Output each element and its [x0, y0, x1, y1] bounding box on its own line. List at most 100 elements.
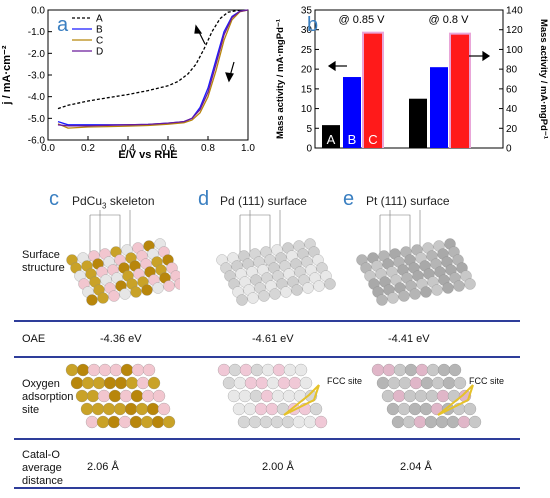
atom: [397, 402, 411, 416]
pt111-adsorption-site: [371, 363, 482, 429]
atom: [381, 389, 395, 403]
y-left-axis-label: Mass activity / mA·mgPd⁻¹: [275, 19, 286, 139]
atom: [292, 415, 306, 429]
atom: [294, 363, 308, 377]
atom: [398, 376, 412, 390]
axis-direction-arrows: [327, 50, 491, 72]
atom: [260, 389, 274, 403]
atom: [76, 363, 90, 377]
atom: [463, 402, 477, 416]
atom: [324, 278, 336, 290]
atom: [457, 415, 471, 429]
atom: [448, 363, 462, 377]
y-tick-label: -5.0: [28, 114, 46, 125]
atom: [222, 376, 236, 390]
atom: [98, 363, 112, 377]
atom: [376, 376, 390, 390]
panel-letter-c: c: [49, 188, 59, 210]
atom: [314, 415, 328, 429]
atom: [108, 290, 120, 302]
atom: [238, 389, 252, 403]
y-tick-label: -1.0: [28, 27, 46, 38]
table-divider-2: [14, 356, 520, 358]
mass-activity-chart: 0 5 10 15 20 25 30 35 0 20 40 60 80 100 120 140 Mass act…: [275, 6, 549, 155]
atom: [313, 280, 325, 292]
atom: [136, 376, 150, 390]
atom: [393, 363, 407, 377]
atom: [91, 402, 105, 416]
bar-label-B: B: [348, 132, 357, 147]
fcc-site-indicator: [437, 384, 474, 416]
table-divider-1: [14, 320, 520, 322]
atom: [102, 402, 116, 416]
chart-a-series: [57, 9, 249, 129]
bar-A: [322, 125, 340, 148]
y-left-tick-label: 5: [306, 124, 312, 135]
atom: [293, 389, 307, 403]
atom: [250, 363, 264, 377]
fcc-site-label-pd: FCC site: [327, 376, 363, 386]
atom: [303, 415, 317, 429]
y-left-tick-label: 10: [301, 104, 313, 115]
atom: [277, 376, 291, 390]
legend-label-A: A: [96, 14, 103, 25]
atom: [232, 402, 246, 416]
atom: [87, 363, 101, 377]
y-left-tick-label: 35: [301, 6, 313, 17]
atom: [70, 376, 84, 390]
atom: [80, 402, 94, 416]
atom: [114, 376, 128, 390]
atom: [447, 389, 461, 403]
atom: [140, 415, 154, 429]
atom: [425, 389, 439, 403]
atom: [129, 415, 143, 429]
atom: [404, 363, 418, 377]
atom: [453, 376, 467, 390]
atom: [107, 415, 121, 429]
legend-label-D: D: [96, 47, 103, 58]
y-right-tick-label: 40: [506, 104, 518, 115]
atom: [387, 376, 401, 390]
atom: [442, 376, 456, 390]
atom: [265, 402, 279, 416]
fcc-site-indicator: [437, 384, 474, 416]
x-tick-label: 0.6: [161, 143, 175, 154]
row-label-distance: Catal-O average distance: [22, 449, 63, 487]
atom: [309, 402, 323, 416]
atom: [391, 415, 405, 429]
y-right-axis-label: Mass activity / mA·mgPd⁻¹: [538, 19, 549, 139]
y-right-tick-label: 100: [506, 45, 523, 56]
atom: [387, 292, 399, 304]
atom: [152, 389, 166, 403]
atom: [426, 363, 440, 377]
atom: [75, 389, 89, 403]
atom: [431, 284, 443, 296]
fcc-site-label-pt: FCC site: [469, 376, 505, 386]
atom: [261, 363, 275, 377]
atom: [120, 363, 134, 377]
atom: [174, 278, 180, 290]
atom: [431, 376, 445, 390]
y-tick-label: 0.0: [31, 6, 45, 17]
atom: [86, 294, 98, 306]
atom: [435, 415, 449, 429]
row-label-oae: OAE: [22, 333, 46, 345]
atom: [281, 415, 295, 429]
y-right-tick-label: 60: [506, 84, 518, 95]
atom: [453, 280, 465, 292]
pdcu3-adsorption-site: [65, 363, 176, 429]
y-tick-label: -6.0: [28, 136, 46, 147]
atom: [85, 415, 99, 429]
legend-label-B: B: [96, 25, 103, 36]
atom: [119, 288, 131, 300]
table-divider-3: [14, 438, 520, 440]
oae-value-pt111: -4.41 eV: [388, 333, 430, 345]
atom: [130, 389, 144, 403]
series-line-A: [57, 9, 249, 110]
atom: [409, 376, 423, 390]
atom: [65, 363, 79, 377]
panel-letter-b: b: [307, 14, 319, 36]
atom: [135, 402, 149, 416]
distance-value-pt111: 2.04 Å: [400, 461, 432, 473]
atom: [237, 415, 251, 429]
